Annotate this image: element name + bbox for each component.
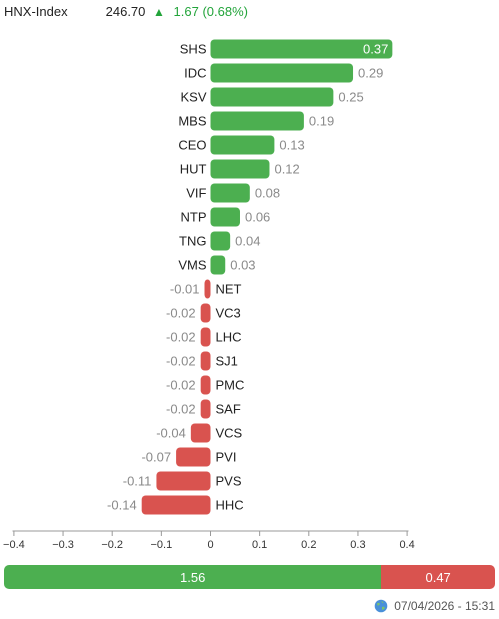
value-label: -0.11 — [123, 474, 152, 489]
bar — [200, 399, 211, 419]
bar — [210, 183, 250, 203]
value-label: -0.01 — [170, 282, 200, 297]
x-tick-label: 0.1 — [252, 539, 267, 551]
value-label: 0.29 — [358, 66, 383, 81]
category-label: HHC — [216, 498, 244, 513]
bar — [210, 231, 231, 251]
bar — [200, 351, 211, 371]
x-tick-label: −0.1 — [150, 539, 172, 551]
category-label: VIF — [186, 186, 206, 201]
value-label: -0.02 — [166, 306, 196, 321]
bar — [204, 279, 211, 299]
value-label: 0.04 — [235, 234, 260, 249]
category-label: PVS — [216, 474, 242, 489]
index-name: HNX-Index — [4, 4, 68, 20]
category-label: HUT — [180, 162, 207, 177]
category-label: VCS — [216, 426, 243, 441]
bar — [200, 303, 211, 323]
x-tick-label: −0.2 — [101, 539, 123, 551]
x-tick-label: 0.2 — [301, 539, 316, 551]
category-label: MBS — [178, 114, 207, 129]
summary-negative-segment: 0.47 — [381, 565, 495, 589]
summary-bar: 1.56 0.47 — [4, 565, 495, 589]
category-label: PVI — [216, 450, 237, 465]
category-label: NET — [216, 282, 242, 297]
bar — [141, 495, 211, 515]
category-label: SHS — [180, 42, 207, 57]
bar — [156, 471, 211, 491]
timestamp: 07/04/2026 - 15:31 — [394, 599, 495, 613]
category-label: PMC — [216, 378, 245, 393]
value-label: 0.19 — [309, 114, 334, 129]
value-label: -0.02 — [166, 402, 196, 417]
x-tick-label: 0.4 — [399, 539, 414, 551]
bar — [200, 327, 211, 347]
category-label: NTP — [181, 210, 207, 225]
value-label: -0.14 — [107, 498, 137, 513]
contribution-bar-chart: SHS 0.37 IDC 0.29 KSV 0.25 MBS 0.19 CEO 0.13 HUT 0.… — [3, 39, 415, 551]
value-label: 0.37 — [363, 42, 388, 57]
value-label: 0.06 — [245, 210, 270, 225]
value-label: -0.04 — [156, 426, 186, 441]
value-label: 0.25 — [338, 90, 363, 105]
bar — [210, 111, 304, 131]
bar — [210, 207, 240, 227]
category-label: VMS — [178, 258, 207, 273]
value-label: -0.02 — [166, 354, 196, 369]
value-label: -0.02 — [166, 378, 196, 393]
value-label: 0.08 — [255, 186, 280, 201]
category-label: CEO — [178, 138, 206, 153]
category-label: SAF — [216, 402, 241, 417]
footer: 07/04/2026 - 15:31 — [374, 599, 495, 613]
x-tick-label: −0.4 — [3, 539, 25, 551]
category-label: LHC — [216, 330, 242, 345]
value-label: 0.13 — [279, 138, 304, 153]
category-label: TNG — [179, 234, 206, 249]
value-label: 0.03 — [230, 258, 255, 273]
value-label: -0.02 — [166, 330, 196, 345]
summary-positive-label: 1.56 — [180, 569, 206, 585]
x-tick-label: 0 — [207, 539, 213, 551]
x-tick-label: 0.3 — [350, 539, 365, 551]
summary-positive-segment: 1.56 — [4, 565, 382, 589]
bar — [210, 87, 334, 107]
bar — [210, 159, 270, 179]
summary-negative-label: 0.47 — [425, 569, 451, 585]
value-label: 0.12 — [274, 162, 299, 177]
category-label: KSV — [180, 90, 206, 105]
category-label: SJ1 — [216, 354, 238, 369]
bar — [176, 447, 211, 467]
globe-icon — [374, 599, 388, 613]
bar — [210, 63, 354, 83]
bar — [210, 39, 393, 59]
bar — [210, 255, 226, 275]
index-header: HNX-Index 246.70 ▲ 1.67 (0.68%) — [4, 3, 248, 23]
category-label: IDC — [184, 66, 206, 81]
bar — [210, 135, 275, 155]
value-label: -0.07 — [141, 450, 171, 465]
x-tick-label: −0.3 — [52, 539, 74, 551]
bar — [190, 423, 211, 443]
up-arrow-icon: ▲ — [153, 4, 165, 19]
category-label: VC3 — [216, 306, 241, 321]
index-value: 246.70 — [105, 4, 146, 20]
index-change: 1.67 (0.68%) — [173, 4, 248, 20]
bar — [200, 375, 211, 395]
